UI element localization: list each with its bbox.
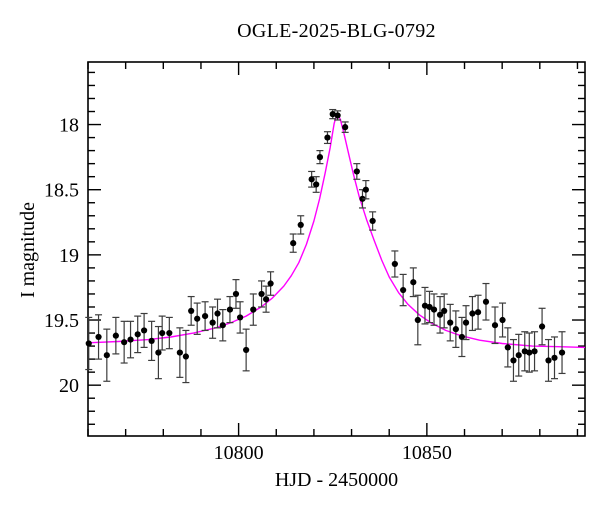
data-point: [176, 349, 183, 356]
data-point: [85, 340, 92, 347]
data-point: [334, 112, 341, 119]
data-point: [426, 303, 433, 311]
data-point: [290, 240, 297, 247]
data-point: [531, 348, 538, 355]
data-point: [258, 290, 265, 298]
data-point: [262, 296, 270, 303]
data-point: [232, 290, 240, 298]
model-curve: [87, 112, 586, 349]
y-tick-label: 18.5: [44, 180, 79, 202]
data-point: [267, 280, 274, 287]
data-point: [462, 319, 470, 326]
data-point: [219, 322, 226, 329]
data-point: [510, 357, 517, 364]
data-point: [362, 186, 369, 193]
data-point: [316, 154, 324, 161]
data-point: [166, 329, 173, 337]
data-point: [112, 332, 119, 339]
data-point: [436, 311, 444, 318]
data-point: [452, 326, 459, 333]
data-point: [103, 352, 110, 359]
data-point: [324, 134, 331, 141]
data-point: [141, 327, 148, 334]
data-point: [353, 168, 360, 175]
data-point: [482, 298, 490, 305]
data-point: [313, 181, 320, 188]
chart-title: OGLE-2025-BLG-0792: [237, 20, 436, 42]
data-point: [127, 336, 134, 343]
x-tick-label: 10850: [402, 442, 452, 464]
data-point: [250, 306, 257, 313]
data-point: [342, 124, 349, 131]
y-tick-label: 18: [59, 115, 79, 137]
data-point: [297, 221, 304, 228]
data-point: [545, 357, 552, 364]
data-point: [369, 217, 376, 225]
data-point: [237, 314, 244, 321]
data-point: [95, 333, 102, 341]
data-point: [201, 313, 209, 320]
data-point: [491, 322, 499, 329]
data-point: [194, 315, 201, 322]
data-point: [226, 306, 234, 313]
data-point: [121, 339, 128, 346]
data-point: [469, 310, 476, 317]
data-point: [538, 323, 546, 330]
data-point: [441, 307, 448, 314]
data-point: [410, 279, 417, 286]
data-point: [526, 349, 533, 356]
data-point: [188, 307, 195, 314]
data-point: [400, 286, 407, 294]
data-point: [551, 354, 558, 361]
data-point: [159, 329, 166, 337]
x-tick-label: 10800: [214, 442, 264, 464]
data-point: [458, 333, 465, 341]
data-point: [474, 309, 482, 316]
data-point: [243, 346, 250, 354]
plot-frame: [87, 61, 586, 437]
data-point: [182, 353, 189, 360]
data-point: [308, 176, 315, 183]
data-point: [155, 349, 162, 356]
data-point: [558, 349, 566, 356]
y-tick-label: 19.5: [44, 310, 79, 332]
data-point: [414, 316, 421, 324]
data-point: [430, 306, 438, 313]
data-point: [499, 316, 506, 324]
x-axis-label: HJD - 2450000: [274, 469, 399, 491]
y-tick-label: 19: [59, 245, 79, 267]
data-point: [391, 260, 398, 268]
data-point: [504, 344, 511, 351]
data-point: [515, 352, 522, 359]
data-point: [447, 319, 454, 326]
data-point: [209, 319, 216, 326]
data-point: [214, 310, 221, 317]
data-point: [148, 337, 155, 344]
data-point: [329, 111, 336, 118]
data-point: [134, 331, 141, 338]
y-tick-label: 20: [59, 375, 79, 397]
